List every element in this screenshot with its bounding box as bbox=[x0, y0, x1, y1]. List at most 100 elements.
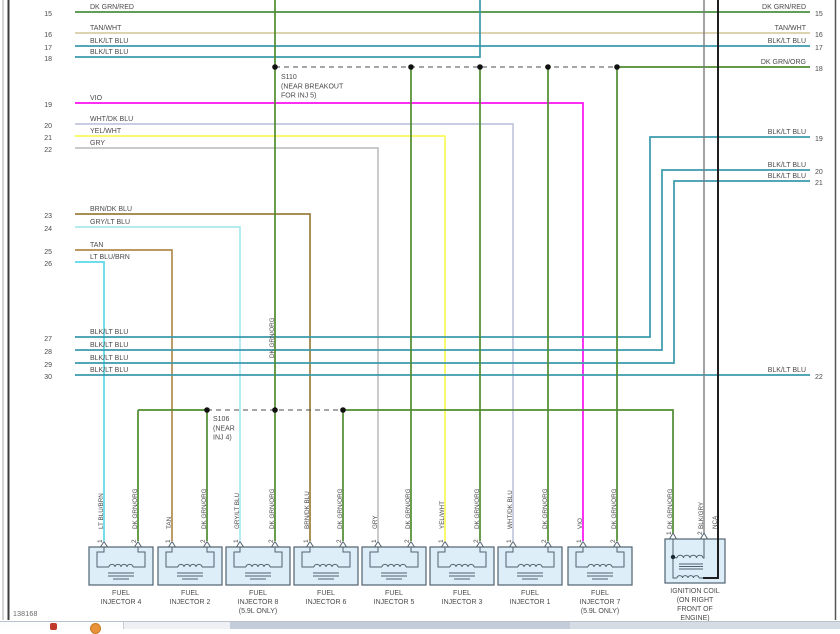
wire-coil-nca bbox=[703, 0, 719, 579]
wire-number-left-15: 15 bbox=[44, 11, 52, 18]
taskbar-app-icon-red[interactable] bbox=[50, 623, 57, 630]
wire-color-label: WHT/DK BLU bbox=[90, 116, 133, 123]
vertical-wire-label: DK GRN/ORG bbox=[269, 317, 276, 358]
fuel-injector-7-label: FUEL bbox=[591, 590, 609, 597]
wire-color-label: BRN/DK BLU bbox=[90, 206, 132, 213]
wire-color-label: BLK/LT BLU bbox=[768, 162, 806, 169]
splice-label-S110: (NEAR BREAKOUT bbox=[281, 83, 344, 90]
wire-w28 bbox=[75, 169, 810, 351]
wire-number-left-17: 17 bbox=[44, 45, 52, 52]
wire-color-label: BLK/LT BLU bbox=[90, 49, 128, 56]
fuel-injector-3-pin-2-terminal bbox=[476, 541, 484, 548]
fuel-injector-5-pin-number: 2 bbox=[404, 539, 411, 543]
wire-color-label: GRY bbox=[90, 140, 105, 147]
wire-color-label: TAN bbox=[90, 242, 103, 249]
fuel-injector-7-pin-number: 1 bbox=[576, 539, 583, 543]
wire-color-label: BLK/LT BLU bbox=[90, 355, 128, 362]
wire-number-right-16: 16 bbox=[815, 32, 823, 39]
wire-color-label: BLK/LT BLU bbox=[90, 329, 128, 336]
vertical-wire-label: NCA bbox=[712, 515, 719, 529]
wire-color-label: LT BLU/BRN bbox=[90, 254, 130, 261]
fuel-injector-8-pin-2-terminal bbox=[271, 541, 279, 548]
fuel-injector-6-pin-1-terminal bbox=[306, 541, 314, 548]
fuel-injector-4-injector-symbol bbox=[96, 547, 146, 580]
wire-w24 bbox=[75, 226, 241, 541]
vertical-wire-label: LT BLU/BRN bbox=[98, 493, 105, 529]
wire-w23 bbox=[75, 213, 311, 541]
fuel-injector-4-label: FUEL bbox=[112, 590, 130, 597]
fuel-injector-2-pin-number: 2 bbox=[200, 539, 207, 543]
vertical-wire-label: DK GRN/ORG bbox=[667, 488, 674, 529]
wire-color-label: DK GRN/RED bbox=[90, 4, 134, 11]
wire-w29 bbox=[75, 180, 810, 364]
fuel-injector-6-label: FUEL bbox=[317, 590, 335, 597]
vertical-wire-label: DK GRN/ORG bbox=[337, 488, 344, 529]
wire-color-label: BLK/LT BLU bbox=[768, 38, 806, 45]
wire-number-left-30: 30 bbox=[44, 374, 52, 381]
wire-number-left-23: 23 bbox=[44, 213, 52, 220]
fuel-injector-4-pin-1-terminal bbox=[100, 541, 108, 548]
vertical-wire-label: DK GRN/ORG bbox=[269, 488, 276, 529]
fuel-injector-2-injector-symbol bbox=[165, 547, 215, 580]
ignition-coil-pin-number: 1 bbox=[666, 531, 673, 535]
fuel-injector-7-injector-symbol bbox=[575, 547, 625, 580]
wire-number-left-19: 19 bbox=[44, 102, 52, 109]
taskbar-left-segment bbox=[0, 622, 123, 629]
fuel-injector-2-pin-2-terminal bbox=[203, 541, 211, 548]
fuel-injector-5-injector-symbol bbox=[369, 547, 419, 580]
wire-number-left-16: 16 bbox=[44, 32, 52, 39]
vertical-wire-label: YEL/WHT bbox=[439, 501, 446, 529]
wire-number-left-28: 28 bbox=[44, 349, 52, 356]
fuel-injector-6-injector-symbol bbox=[301, 547, 351, 580]
fuel-injector-4-pin-number: 1 bbox=[97, 539, 104, 543]
wire-number-left-18: 18 bbox=[44, 56, 52, 63]
splice-label-S106: S106 bbox=[213, 416, 229, 423]
ignition-coil-pin-1-terminal bbox=[669, 532, 677, 540]
ignition-coil-junction-dot bbox=[670, 554, 676, 560]
ignition-coil-connector-box bbox=[664, 538, 726, 584]
wire-number-left-20: 20 bbox=[44, 123, 52, 130]
ignition-coil-label: IGNITION COIL bbox=[670, 588, 720, 595]
wire-number-right-21: 21 bbox=[815, 180, 823, 187]
wire-number-left-27: 27 bbox=[44, 336, 52, 343]
splice-dot-S106 bbox=[204, 407, 210, 413]
splice-dot-S110 bbox=[408, 64, 414, 70]
fuel-injector-6-pin-number: 1 bbox=[303, 539, 310, 543]
wire-color-label: BLK/LT BLU bbox=[768, 129, 806, 136]
fuel-injector-3-pin-number: 2 bbox=[473, 539, 480, 543]
taskbar-window-button-2[interactable] bbox=[570, 622, 840, 629]
fuel-injector-8-pin-1-terminal bbox=[236, 541, 244, 548]
fuel-injector-6-pin-number: 2 bbox=[336, 539, 343, 543]
splice-label-S106: (NEAR bbox=[213, 425, 235, 432]
wire-w21-left bbox=[75, 135, 446, 541]
fuel-injector-8-label: (5.9L ONLY) bbox=[239, 608, 278, 615]
splice-label-S106: INJ 4) bbox=[213, 435, 232, 442]
fuel-injector-7-pin-number: 2 bbox=[610, 539, 617, 543]
fuel-injector-1-label: FUEL bbox=[521, 590, 539, 597]
splice-dot-S110 bbox=[272, 64, 278, 70]
vertical-wire-label: WHT/DK BLU bbox=[507, 490, 514, 529]
vertical-wire-label: DK GRN/ORG bbox=[132, 488, 139, 529]
taskbar-segment[interactable] bbox=[123, 622, 231, 629]
fuel-injector-7-pin-2-terminal bbox=[613, 541, 621, 548]
vertical-wire-label: DK GRN/ORG bbox=[201, 488, 208, 529]
ignition-coil-pin-number: 2 bbox=[697, 531, 704, 535]
wire-number-right-20: 20 bbox=[815, 169, 823, 176]
fuel-injector-6-pin-2-terminal bbox=[339, 541, 347, 548]
fuel-injector-3-label: FUEL bbox=[453, 590, 471, 597]
wire-color-label: TAN/WHT bbox=[90, 25, 122, 32]
wire-color-label: BLK/LT BLU bbox=[90, 367, 128, 374]
ignition-coil-label: (ON RIGHT bbox=[677, 597, 714, 604]
splice-dot-S110 bbox=[545, 64, 551, 70]
fuel-injector-5-pin-number: 1 bbox=[371, 539, 378, 543]
taskbar-window-button[interactable] bbox=[230, 622, 570, 629]
fuel-injector-8-pin-number: 2 bbox=[268, 539, 275, 543]
fuel-injector-7-label: (5.9L ONLY) bbox=[581, 608, 620, 615]
fuel-injector-4-label: INJECTOR 4 bbox=[101, 599, 142, 606]
wire-number-right-22: 22 bbox=[815, 374, 823, 381]
vertical-wire-label: DK GRN/ORG bbox=[611, 488, 618, 529]
fuel-injector-5-label: INJECTOR 5 bbox=[374, 599, 415, 606]
wire-w25 bbox=[75, 249, 173, 541]
figure-number: 138168 bbox=[13, 611, 38, 618]
wire-color-label: BLK/LT BLU bbox=[768, 173, 806, 180]
